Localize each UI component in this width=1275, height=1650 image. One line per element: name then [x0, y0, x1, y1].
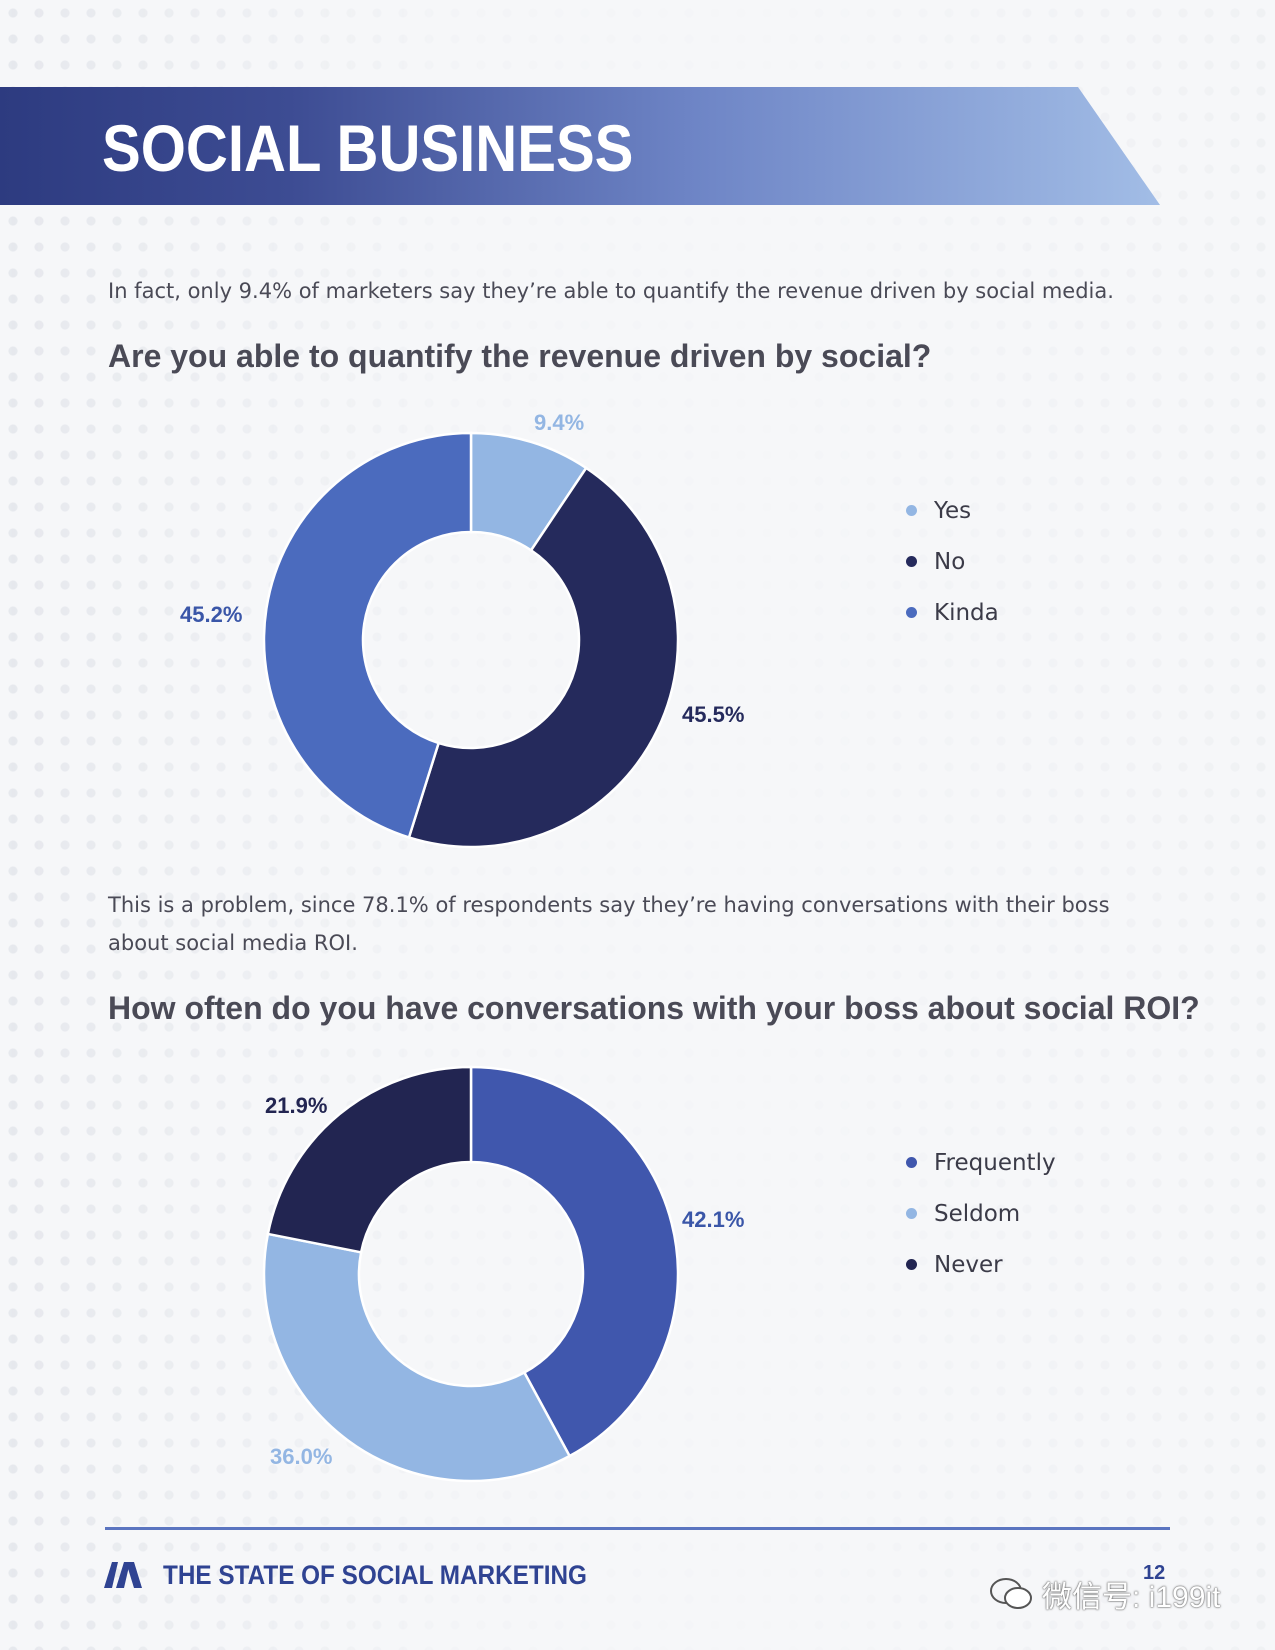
data-label-seldom: 36.0%	[270, 1444, 332, 1469]
question-2: How often do you have conversations with…	[108, 990, 1200, 1026]
intro-text: In fact, only 9.4% of marketers say they…	[108, 279, 1114, 303]
brand-logo-icon	[104, 1562, 142, 1588]
data-label-never: 21.9%	[265, 1093, 327, 1118]
legend-swatch	[906, 1259, 917, 1270]
legend-revenue: Yes No Kinda	[906, 485, 999, 638]
legend-swatch	[906, 556, 917, 567]
legend-item-yes: Yes	[906, 485, 999, 536]
legend-label: Frequently	[934, 1149, 1056, 1176]
page-title: SOCIAL BUSINESS	[102, 111, 634, 185]
data-label-frequently: 42.1%	[682, 1207, 744, 1232]
legend-item-kinda: Kinda	[906, 587, 999, 638]
legend-swatch	[906, 1157, 917, 1168]
donut-chart-boss-conversations: 42.1% 36.0% 21.9%	[262, 1065, 744, 1483]
legend-swatch	[906, 505, 917, 516]
legend-item-never: Never	[906, 1239, 1056, 1290]
footer-divider	[105, 1527, 1170, 1530]
data-label-kinda: 45.2%	[180, 602, 242, 627]
legend-label: Kinda	[934, 599, 999, 626]
legend-label: Seldom	[934, 1200, 1021, 1227]
legend-item-no: No	[906, 536, 999, 587]
page-number: 12	[1143, 1562, 1166, 1584]
legend-boss-conversations: Frequently Seldom Never	[906, 1137, 1056, 1290]
wechat-icon	[990, 1578, 1032, 1609]
legend-item-frequently: Frequently	[906, 1137, 1056, 1188]
donut-slice-no	[407, 466, 680, 849]
middle-text: This is a problem, since 78.1% of respon…	[108, 893, 1110, 955]
donut-slice-kinda	[262, 431, 473, 840]
data-label-yes: 9.4%	[534, 410, 584, 435]
donut-chart-revenue: 9.4% 45.5% 45.2%	[180, 410, 744, 849]
legend-label: Never	[934, 1251, 1003, 1278]
question-1: Are you able to quantify the revenue dri…	[108, 338, 932, 374]
donut-slice-frequently	[469, 1065, 680, 1458]
watermark-text: 微信号: i199it	[1042, 1581, 1221, 1614]
legend-label: No	[934, 548, 966, 575]
legend-swatch	[906, 1208, 917, 1219]
donut-slice-seldom	[262, 1232, 572, 1483]
legend-swatch	[906, 607, 917, 618]
footer-title: THE STATE OF SOCIAL MARKETING	[163, 1560, 587, 1590]
legend-label: Yes	[934, 497, 972, 524]
donut-slice-never	[266, 1065, 473, 1254]
data-label-no: 45.5%	[682, 702, 744, 727]
header-banner	[0, 87, 1160, 205]
watermark: 微信号: i199it	[988, 1572, 1220, 1616]
legend-item-seldom: Seldom	[906, 1188, 1056, 1239]
